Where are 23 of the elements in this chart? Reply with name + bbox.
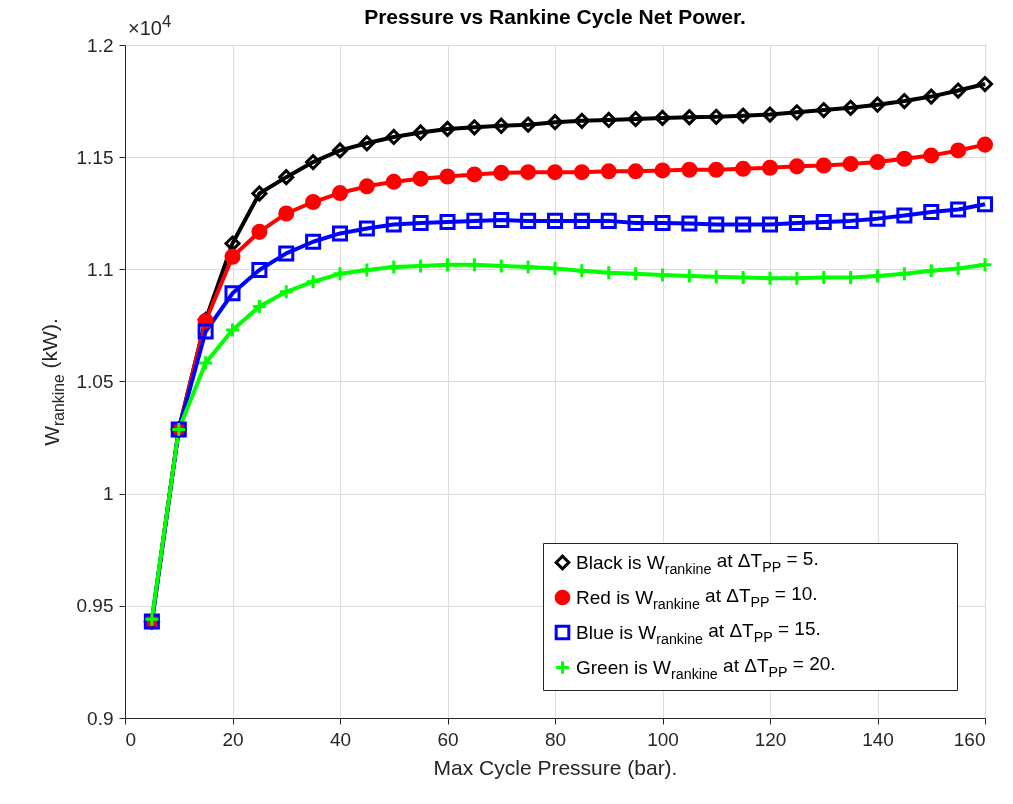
y-tick-label: 1.2 [87, 34, 114, 56]
x-axis-title: Max Cycle Pressure (bar). [433, 755, 678, 779]
x-tick-label: 120 [754, 728, 787, 750]
x-tick-label: 0 [125, 728, 137, 750]
text: ×10$^{4}$ [128, 12, 172, 40]
x-tick-label: 60 [437, 728, 459, 750]
y-tick-label: 1 [102, 483, 114, 505]
legend-label: Black is W$_{rankine}$ at ΔT$_{PP}$ = 5. [576, 548, 819, 577]
x-tick-label: 100 [647, 728, 679, 750]
x-tick-label: 80 [544, 728, 567, 750]
y-tick-label: 1.1 [87, 258, 114, 280]
y-tick-label: 1.15 [76, 146, 114, 168]
x-tick-label: 40 [329, 728, 352, 750]
x-tick-label: 140 [862, 728, 894, 750]
y-tick-label: 1.05 [76, 371, 114, 392]
x-tick-label: 160 [953, 728, 986, 750]
x-tick-label: 20 [222, 728, 244, 750]
y-tick-label: 0.95 [76, 595, 114, 617]
legend-label: Red is W$_{rankine}$ at ΔT$_{PP}$ = 10. [576, 583, 818, 612]
chart-title: Pressure vs Rankine Cycle Net Power. [364, 5, 746, 28]
legend-label: Blue is W$_{rankine}$ at ΔT$_{PP}$ = 15. [576, 618, 821, 647]
y-tick-label: 0.9 [87, 707, 114, 729]
legend-label: Green is W$_{rankine}$ at ΔT$_{PP}$ = 20. [576, 653, 836, 682]
